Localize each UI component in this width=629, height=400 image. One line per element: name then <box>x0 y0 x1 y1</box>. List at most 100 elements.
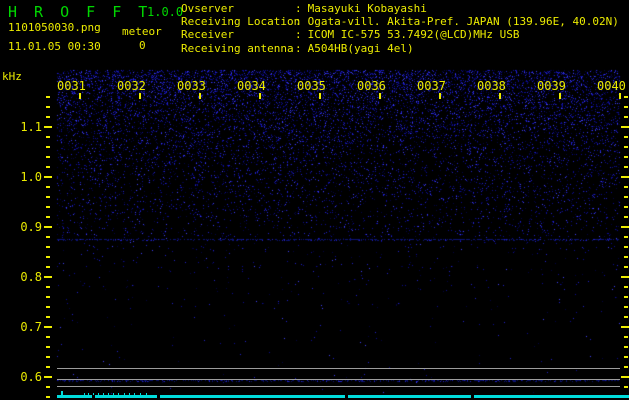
signal-meter-tick <box>108 393 109 395</box>
info-value: A504HB(yagi 4el) <box>307 41 414 55</box>
time-axis-label: 0035 <box>297 79 326 93</box>
freq-major-tick-left <box>44 226 52 228</box>
freq-minor-tick-right <box>624 286 628 288</box>
freq-axis-label: 1.1 <box>20 120 42 134</box>
time-axis-label: 0034 <box>237 79 266 93</box>
signal-meter-gap <box>345 395 348 398</box>
freq-minor-tick-left <box>46 346 50 348</box>
info-colon: : <box>295 28 302 42</box>
freq-minor-tick-left <box>46 166 50 168</box>
freq-minor-tick-left <box>46 366 50 368</box>
freq-major-tick-left <box>44 176 52 178</box>
signal-meter-gap <box>92 395 95 398</box>
time-axis-label: 0033 <box>177 79 206 93</box>
freq-minor-tick-left <box>46 136 50 138</box>
signal-meter-tick <box>140 393 141 395</box>
freq-axis-label: 1.0 <box>20 170 42 184</box>
app-version: 1.0.0 <box>147 5 184 19</box>
time-minute-tick <box>259 93 261 99</box>
time-axis-label: 0038 <box>477 79 506 93</box>
freq-minor-tick-left <box>46 256 50 258</box>
signal-meter-tick <box>129 393 130 395</box>
freq-major-tick-right <box>621 126 629 128</box>
freq-minor-tick-left <box>46 206 50 208</box>
signal-meter-tick <box>146 393 147 395</box>
grid-line <box>57 379 620 380</box>
signal-meter-bar <box>57 395 629 398</box>
freq-minor-tick-left <box>46 316 50 318</box>
freq-minor-tick-left <box>46 106 50 108</box>
freq-minor-tick-right <box>624 206 628 208</box>
signal-meter-tick <box>88 393 89 395</box>
time-axis-label: 0037 <box>417 79 446 93</box>
freq-minor-tick-right <box>624 136 628 138</box>
signal-meter-tick <box>61 391 63 395</box>
freq-minor-tick-left <box>46 286 50 288</box>
freq-minor-tick-right <box>624 156 628 158</box>
info-value: Ogata-vill. Akita-Pref. JAPAN (139.96E, … <box>307 15 619 29</box>
freq-minor-tick-left <box>46 296 50 298</box>
time-axis-label: 0032 <box>117 79 146 93</box>
time-axis-label: 0040 <box>597 79 626 93</box>
freq-minor-tick-right <box>624 96 628 98</box>
info-row: Receiving antenna: A504HB(yagi 4el) <box>181 42 629 55</box>
signal-meter-tick <box>124 393 125 395</box>
freq-axis-label: 0.6 <box>20 370 42 384</box>
freq-minor-tick-right <box>624 296 628 298</box>
freq-minor-tick-left <box>46 196 50 198</box>
freq-minor-tick-right <box>624 306 628 308</box>
freq-unit-label: kHz <box>2 70 22 83</box>
signal-meter-tick <box>134 393 135 395</box>
freq-minor-tick-left <box>46 356 50 358</box>
freq-major-tick-right <box>621 326 629 328</box>
time-minute-tick <box>319 93 321 99</box>
freq-major-tick-left <box>44 276 52 278</box>
time-minute-tick <box>79 93 81 99</box>
freq-minor-tick-right <box>624 266 628 268</box>
freq-axis-label: 0.7 <box>20 320 42 334</box>
freq-minor-tick-right <box>624 366 628 368</box>
freq-minor-tick-left <box>46 96 50 98</box>
info-label: Ovserver <box>181 2 234 15</box>
freq-minor-tick-left <box>46 186 50 188</box>
signal-meter-tick <box>113 393 114 395</box>
freq-minor-tick-right <box>624 166 628 168</box>
freq-minor-tick-right <box>624 196 628 198</box>
grid-line <box>57 368 620 369</box>
signal-meter-tick <box>103 393 104 395</box>
freq-minor-tick-left <box>46 116 50 118</box>
info-label: Receiving antenna <box>181 41 294 55</box>
freq-major-tick-left <box>44 126 52 128</box>
output-filename: 1101050030.png <box>8 21 101 34</box>
freq-minor-tick-right <box>624 116 628 118</box>
grid-line <box>57 386 620 387</box>
info-colon: : <box>295 15 302 29</box>
freq-minor-tick-right <box>624 146 628 148</box>
freq-minor-tick-right <box>624 336 628 338</box>
time-minute-tick <box>619 93 621 99</box>
info-colon: : <box>295 2 302 15</box>
signal-meter-gap <box>157 395 160 398</box>
time-minute-tick <box>499 93 501 99</box>
freq-minor-tick-left <box>46 396 50 398</box>
freq-minor-tick-right <box>624 356 628 358</box>
signal-meter-gap <box>471 395 474 398</box>
info-colon: : <box>295 41 302 55</box>
signal-meter-tick <box>118 393 119 395</box>
time-minute-tick <box>199 93 201 99</box>
info-row: Ovserver: Masayuki Kobayashi <box>181 2 629 15</box>
freq-major-tick-right <box>621 176 629 178</box>
freq-major-tick-left <box>44 326 52 328</box>
info-label: Receiver <box>181 28 234 42</box>
info-row: Receiving Location: Ogata-vill. Akita-Pre… <box>181 15 629 28</box>
time-minute-tick <box>439 93 441 99</box>
signal-meter-tick <box>84 393 85 395</box>
freq-minor-tick-right <box>624 216 628 218</box>
freq-minor-tick-right <box>624 316 628 318</box>
info-value: Masayuki Kobayashi <box>307 2 427 15</box>
time-axis-label: 0031 <box>57 79 86 93</box>
time-minute-tick <box>139 93 141 99</box>
freq-minor-tick-left <box>46 306 50 308</box>
